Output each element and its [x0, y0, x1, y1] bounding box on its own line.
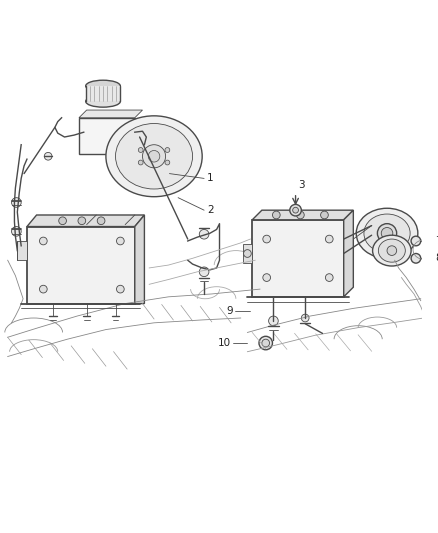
Ellipse shape	[364, 214, 410, 253]
Circle shape	[199, 229, 209, 239]
Ellipse shape	[373, 235, 411, 266]
Polygon shape	[344, 210, 353, 297]
Circle shape	[39, 237, 47, 245]
Polygon shape	[27, 215, 145, 227]
Circle shape	[268, 316, 278, 326]
Ellipse shape	[106, 116, 202, 197]
Polygon shape	[135, 215, 145, 304]
Text: 3: 3	[298, 180, 305, 190]
Text: 7: 7	[435, 236, 438, 246]
Circle shape	[381, 228, 393, 239]
Circle shape	[290, 204, 301, 216]
Ellipse shape	[149, 131, 169, 174]
Text: 9: 9	[226, 306, 233, 316]
Circle shape	[138, 160, 143, 165]
Circle shape	[117, 237, 124, 245]
Circle shape	[39, 285, 47, 293]
Circle shape	[97, 217, 105, 224]
Circle shape	[272, 211, 280, 219]
Text: 8: 8	[435, 253, 438, 263]
Polygon shape	[79, 110, 142, 118]
Circle shape	[11, 227, 21, 236]
Ellipse shape	[133, 135, 152, 169]
Bar	[79, 118, 135, 155]
Circle shape	[142, 145, 166, 168]
Circle shape	[263, 274, 271, 281]
Circle shape	[321, 211, 328, 219]
Text: 2: 2	[207, 205, 214, 215]
Polygon shape	[86, 86, 120, 101]
Polygon shape	[243, 244, 252, 263]
Circle shape	[301, 314, 309, 322]
Circle shape	[165, 160, 170, 165]
Circle shape	[11, 198, 21, 207]
Polygon shape	[252, 220, 344, 297]
Circle shape	[262, 339, 269, 347]
Circle shape	[165, 148, 170, 152]
Circle shape	[244, 249, 251, 257]
Bar	[135, 142, 159, 163]
Circle shape	[411, 236, 421, 246]
Polygon shape	[252, 210, 353, 220]
Circle shape	[325, 235, 333, 243]
Circle shape	[59, 217, 67, 224]
Circle shape	[117, 285, 124, 293]
Ellipse shape	[378, 239, 405, 262]
Circle shape	[378, 224, 397, 243]
Circle shape	[148, 150, 160, 162]
Text: 1: 1	[207, 173, 214, 183]
Text: 10: 10	[218, 338, 231, 348]
Circle shape	[387, 246, 397, 255]
Circle shape	[259, 336, 272, 350]
Polygon shape	[27, 227, 135, 304]
Circle shape	[78, 217, 86, 224]
Circle shape	[297, 211, 304, 219]
Circle shape	[293, 207, 298, 213]
Polygon shape	[18, 241, 27, 260]
Circle shape	[411, 254, 421, 263]
Ellipse shape	[356, 208, 418, 259]
Ellipse shape	[86, 80, 120, 92]
Circle shape	[325, 274, 333, 281]
Ellipse shape	[86, 95, 120, 107]
Circle shape	[199, 267, 209, 277]
Circle shape	[138, 148, 143, 152]
Circle shape	[44, 152, 52, 160]
Ellipse shape	[116, 124, 193, 189]
Circle shape	[263, 235, 271, 243]
Ellipse shape	[129, 131, 156, 174]
